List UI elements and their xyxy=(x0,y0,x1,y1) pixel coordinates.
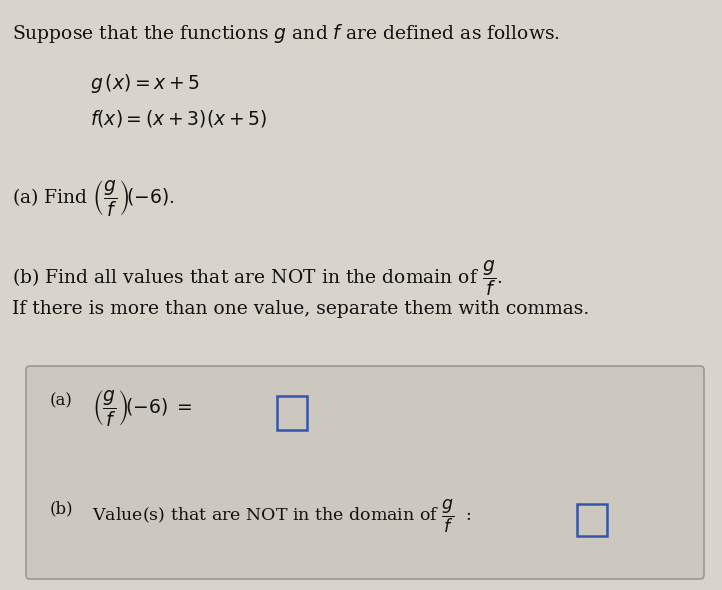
Text: (a): (a) xyxy=(50,392,73,409)
FancyBboxPatch shape xyxy=(26,366,704,579)
Text: (b): (b) xyxy=(50,500,74,517)
Text: (b) Find all values that are NOT in the domain of $\dfrac{g}{f}$.: (b) Find all values that are NOT in the … xyxy=(12,258,503,298)
Text: Suppose that the functions $g$ and $f$ are defined as follows.: Suppose that the functions $g$ and $f$ a… xyxy=(12,22,560,45)
Text: If there is more than one value, separate them with commas.: If there is more than one value, separat… xyxy=(12,300,589,318)
Text: $\left(\dfrac{g}{f}\right)\!(-6)\;=$: $\left(\dfrac{g}{f}\right)\!(-6)\;=$ xyxy=(92,388,192,428)
FancyBboxPatch shape xyxy=(577,504,607,536)
Text: (a) Find $\left(\dfrac{g}{f}\right)\!(-6)$.: (a) Find $\left(\dfrac{g}{f}\right)\!(-6… xyxy=(12,178,175,218)
Text: $g\,(x)=x+5$: $g\,(x)=x+5$ xyxy=(90,72,200,95)
Text: $f(x)=(x+3)(x+5)$: $f(x)=(x+3)(x+5)$ xyxy=(90,108,267,129)
Text: Value(s) that are NOT in the domain of $\dfrac{g}{f}$  :: Value(s) that are NOT in the domain of $… xyxy=(92,498,471,536)
FancyBboxPatch shape xyxy=(277,396,307,430)
